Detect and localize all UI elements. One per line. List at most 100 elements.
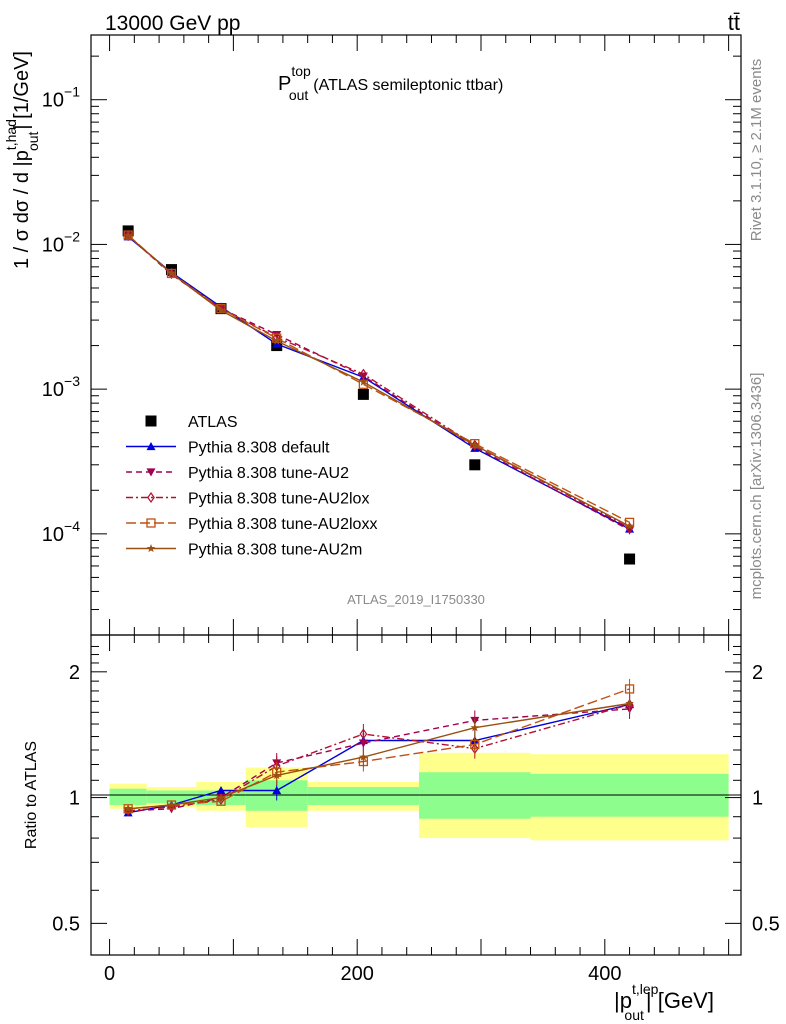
main-ytick-label: 10−4 xyxy=(42,518,80,546)
ratio-xtick-label: 0 xyxy=(104,963,115,985)
data-point xyxy=(470,440,480,449)
ratio-series-4 xyxy=(123,693,634,813)
ytick-base: 10 xyxy=(42,90,64,112)
main-title: Ptop out(ATLAS semileptonic ttbar) xyxy=(278,63,503,103)
inner-uncertainty-band xyxy=(109,788,147,806)
main-series xyxy=(122,225,636,565)
title-suffix: (ATLAS semileptonic ttbar) xyxy=(313,77,503,94)
data-point xyxy=(216,303,226,314)
ytick-base: 10 xyxy=(42,379,64,401)
energy-label: 13000 GeV pp xyxy=(105,12,240,35)
main-panel: 10−110−210−310−4 Ptop out(ATLAS semilepto… xyxy=(3,34,742,636)
data-point xyxy=(469,459,481,471)
ratio-tick-labels: 2 2 1 1 0.5 0.5 0 200 400 xyxy=(52,662,780,985)
ratio-data-point xyxy=(123,804,133,813)
ratio-ticks xyxy=(91,635,741,955)
xlabel-suffix: | [GeV] xyxy=(646,988,714,1013)
ratio-data-point xyxy=(470,723,480,732)
ratio-ytick-label-right: 1 xyxy=(752,788,763,810)
legend-entry: Pythia 8.308 tune-AU2lox xyxy=(126,491,369,508)
ratio-ylabel: Ratio to ATLAS xyxy=(23,741,40,849)
ytick-exponent: −3 xyxy=(64,373,80,389)
legend-label: Pythia 8.308 tune-AU2m xyxy=(188,542,362,559)
main-ytick-labels: 10−110−210−310−4 xyxy=(42,84,80,546)
main-series-4 xyxy=(123,230,635,528)
inner-uncertainty-band xyxy=(146,790,197,804)
main-series-1 xyxy=(123,232,635,533)
legend-marker xyxy=(147,491,155,504)
data-point xyxy=(123,231,133,240)
legend-entry: Pythia 8.308 tune-AU2loxx xyxy=(126,516,377,533)
legend-label: Pythia 8.308 tune-AU2 xyxy=(188,465,349,482)
data-point xyxy=(357,388,369,400)
data-point xyxy=(624,553,636,565)
main-series-3 xyxy=(124,230,634,534)
ratio-xtick-label: 400 xyxy=(588,963,621,985)
main-series-0 xyxy=(122,225,636,565)
main-ytick-label: 10−1 xyxy=(42,84,80,112)
ytick-exponent: −4 xyxy=(64,518,80,534)
ytick-exponent: −2 xyxy=(64,228,80,244)
data-point xyxy=(123,230,133,240)
xlabel-base: |p xyxy=(614,988,632,1013)
ytick-exponent: −1 xyxy=(64,84,80,100)
legend-marker xyxy=(146,468,156,477)
title-sup: top xyxy=(291,63,311,79)
legend-label: Pythia 8.308 default xyxy=(188,440,330,457)
ratio-series xyxy=(123,678,635,817)
ratio-xtick-label: 200 xyxy=(341,963,374,985)
data-point xyxy=(216,305,226,314)
xlabel-sup: t,lep xyxy=(632,981,659,997)
legend-label: ATLAS xyxy=(188,414,238,431)
legend-entry: Pythia 8.308 tune-AU2 xyxy=(126,465,349,482)
ratio-uncertainty-bands xyxy=(109,752,729,841)
main-ylabel: 1 / σ dσ / d |pt,had out| [1/GeV] xyxy=(3,51,41,269)
legend-marker xyxy=(146,544,156,553)
rivet-version-label: Rivet 3.1.10, ≥ 2.1M events xyxy=(748,59,765,242)
ratio-frame xyxy=(90,634,742,956)
ytick-base: 10 xyxy=(42,524,64,546)
legend-entry: ATLAS xyxy=(145,414,238,431)
data-point xyxy=(167,269,176,278)
ratio-data-point xyxy=(359,728,368,740)
title-base: P xyxy=(278,73,291,95)
ratio-xlabel: |pt,lep out| [GeV] xyxy=(614,981,714,1023)
main-series-5 xyxy=(123,231,634,530)
ratio-panel: 2 2 1 1 0.5 0.5 0 200 400 Ratio to ATLAS |pt,lep… xyxy=(23,634,780,1023)
data-point xyxy=(272,339,282,348)
ratio-data-point xyxy=(359,752,368,761)
ratio-data-point xyxy=(272,770,281,780)
xlabel-sub: out xyxy=(624,1007,644,1023)
ylabel-sub: out xyxy=(25,131,41,151)
title-sub: out xyxy=(289,87,309,103)
ratio-data-point xyxy=(625,699,634,708)
ratio-data-point xyxy=(272,785,282,795)
ratio-ytick-label-right: 0.5 xyxy=(752,913,780,935)
inner-uncertainty-band xyxy=(307,787,420,806)
legend-label: Pythia 8.308 tune-AU2loxx xyxy=(188,516,377,533)
process-label: tt̄ xyxy=(728,10,740,35)
ratio-ytick-label-right: 2 xyxy=(752,662,763,684)
legend: ATLAS Pythia 8.308 default Pythia 8.308 tu… xyxy=(126,414,377,559)
ratio-ytick-label-left: 0.5 xyxy=(52,913,80,935)
legend-label: Pythia 8.308 tune-AU2lox xyxy=(188,491,369,508)
mcplots-label: mcplots.cern.ch [arXiv:1306.3436] xyxy=(748,373,765,600)
series-line xyxy=(127,236,630,530)
legend-marker xyxy=(145,415,157,427)
data-point xyxy=(272,331,282,340)
ratio-ytick-label-left: 1 xyxy=(69,788,80,810)
legend-entry: Pythia 8.308 default xyxy=(126,440,330,457)
legend-marker xyxy=(146,442,156,451)
analysis-watermark: ATLAS_2019_I1750330 xyxy=(347,592,485,607)
ratio-data-point xyxy=(216,785,226,795)
ratio-data-point xyxy=(216,793,226,802)
ytick-base: 10 xyxy=(42,234,64,256)
data-point xyxy=(359,377,368,386)
ylabel-sup: t,had xyxy=(3,119,19,150)
ylabel-suffix: | [1/GeV] xyxy=(11,51,33,130)
data-point xyxy=(625,521,634,530)
ylabel-base: 1 / σ dσ / d |p xyxy=(11,150,33,269)
data-point xyxy=(272,336,281,345)
ratio-data-point xyxy=(167,800,176,809)
